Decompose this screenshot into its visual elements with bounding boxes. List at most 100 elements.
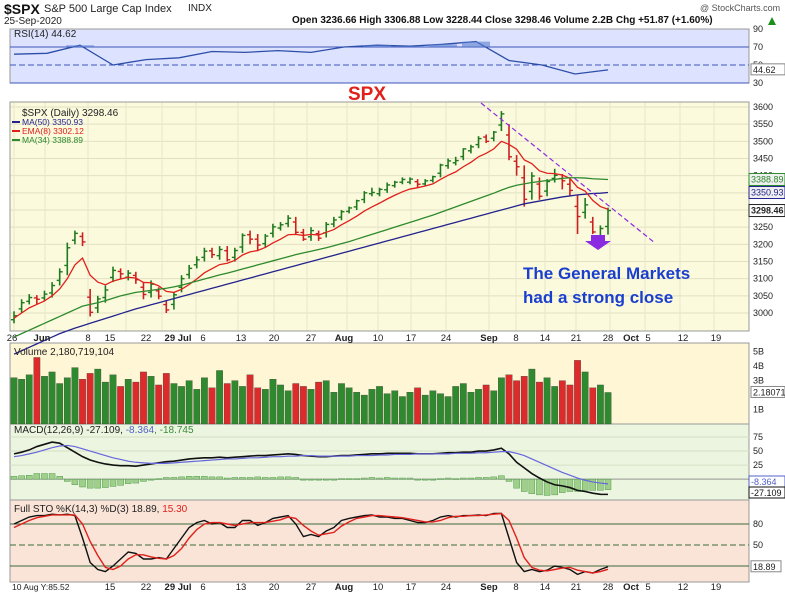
macd-histogram-bar xyxy=(125,478,132,484)
volume-tick-label: 3B xyxy=(753,376,764,386)
volume-bar xyxy=(330,392,338,425)
volume-bar xyxy=(414,387,421,425)
macd-histogram-bar xyxy=(551,478,558,496)
sto-x-label: 20 xyxy=(269,582,280,593)
volume-readout: 2.180719 xyxy=(753,387,785,397)
macd-histogram-bar xyxy=(581,478,589,491)
header-date: 25-Sep-2020 xyxy=(4,16,62,27)
price-x-label: 28 xyxy=(603,333,614,344)
macd-readout: -27.109 xyxy=(751,488,782,498)
macd-histogram-bar xyxy=(26,475,33,480)
volume-bar xyxy=(360,394,368,425)
volume-bar xyxy=(124,379,132,425)
price-legend: MA(34) 3388.89 xyxy=(22,135,83,145)
macd-histogram-bar xyxy=(48,473,56,480)
sto-panel-bg xyxy=(10,500,749,582)
rsi-legend: RSI(14) 44.62 xyxy=(14,29,77,40)
macd-histogram-bar xyxy=(79,478,86,488)
volume-bar xyxy=(513,380,520,425)
macd-histogram-bar xyxy=(399,477,406,480)
macd-histogram-bar xyxy=(597,478,604,491)
volume-bar xyxy=(498,377,505,425)
macd-readout: -8.364 xyxy=(751,477,777,487)
price-readout: 3350.93 xyxy=(751,188,784,198)
volume-bar xyxy=(604,392,612,425)
header-symbol: $SPX xyxy=(4,1,40,17)
chart-header: $SPX S&P 500 Large Cap Index INDX 25-Sep… xyxy=(0,0,785,28)
volume-bar xyxy=(41,376,48,425)
volume-bar xyxy=(79,379,86,425)
volume-bar xyxy=(589,387,597,425)
market-note-line1: The General Markets xyxy=(523,264,691,283)
macd-histogram-bar xyxy=(460,477,467,480)
price-tick-label: 3100 xyxy=(753,274,773,284)
price-tick-label: 3050 xyxy=(753,291,773,301)
price-x-label: 27 xyxy=(306,333,317,344)
volume-bar xyxy=(505,374,513,425)
macd-histogram-bar xyxy=(10,476,18,480)
volume-bar xyxy=(444,396,452,425)
volume-bar xyxy=(383,393,391,425)
volume-bar xyxy=(284,390,292,425)
rsi-tick-label: 70 xyxy=(753,42,763,52)
macd-histogram-bar xyxy=(368,477,376,480)
price-tick-label: 3500 xyxy=(753,136,773,146)
macd-histogram-bar xyxy=(475,477,482,480)
macd-histogram-bar xyxy=(574,478,581,492)
macd-histogram-bar xyxy=(467,477,475,480)
price-tick-label: 3150 xyxy=(753,257,773,267)
sto-x-label: 17 xyxy=(406,582,417,593)
volume-tick-label: 1B xyxy=(753,405,764,415)
volume-bar xyxy=(322,380,330,425)
macd-tick-label: 50 xyxy=(753,446,763,456)
macd-histogram-bar xyxy=(528,478,536,494)
volume-bar xyxy=(551,386,559,425)
macd-histogram-bar xyxy=(71,478,79,485)
price-x-label: 17 xyxy=(406,333,417,344)
macd-histogram-bar xyxy=(300,478,307,481)
macd-histogram-bar xyxy=(41,473,48,480)
volume-bar xyxy=(315,381,322,425)
price-x-label: 8 xyxy=(85,333,90,344)
sto-x-label: 29 Jul xyxy=(165,582,192,593)
up-arrow-icon xyxy=(585,235,611,250)
macd-histogram-bar xyxy=(490,476,497,480)
rsi-panel-bg xyxy=(10,29,749,83)
macd-histogram-bar xyxy=(376,477,383,480)
volume-bar xyxy=(140,371,147,425)
rsi-overbought-fill xyxy=(462,41,490,47)
marks-layer xyxy=(10,40,656,576)
volume-bar xyxy=(269,379,277,425)
rsi-readout: 44.62 xyxy=(753,65,776,75)
volume-bar xyxy=(597,384,604,425)
price-tick-label: 3000 xyxy=(753,308,773,318)
sto-x-label: 28 xyxy=(603,582,614,593)
sto-tick-label: 50 xyxy=(753,540,763,550)
sto-x-label: 5 xyxy=(645,582,650,593)
price-x-label: 22 xyxy=(141,333,152,344)
sto-readout-box xyxy=(750,560,782,573)
price-x-label: 6 xyxy=(200,333,205,344)
macd-histogram-bar xyxy=(383,477,391,480)
macd-histogram-bar xyxy=(239,477,246,480)
volume-bar xyxy=(307,389,315,425)
macd-histogram-bar xyxy=(437,478,444,480)
price-readout-box xyxy=(748,204,785,218)
macd-histogram-bar xyxy=(323,478,330,481)
price-x-label: 15 xyxy=(105,333,116,344)
price-x-label: 29 Jul xyxy=(165,333,192,344)
macd-histogram-bar xyxy=(589,478,596,491)
volume-bar xyxy=(345,387,353,425)
volume-bar xyxy=(536,381,543,425)
macd-histogram-bar xyxy=(391,477,398,480)
rsi-tick-label: 90 xyxy=(753,24,763,34)
volume-bar xyxy=(353,392,361,425)
rsi-overbought-fill xyxy=(363,45,391,47)
up-triangle-icon xyxy=(768,17,776,25)
price-legend: MA(50) 3350.93 xyxy=(22,117,83,127)
up-triangle-shape xyxy=(768,17,776,25)
price-tick-label: 3450 xyxy=(753,154,773,164)
price-x-label: 8 xyxy=(513,333,518,344)
price-x-label: Aug xyxy=(335,333,354,344)
volume-bar xyxy=(18,379,25,425)
